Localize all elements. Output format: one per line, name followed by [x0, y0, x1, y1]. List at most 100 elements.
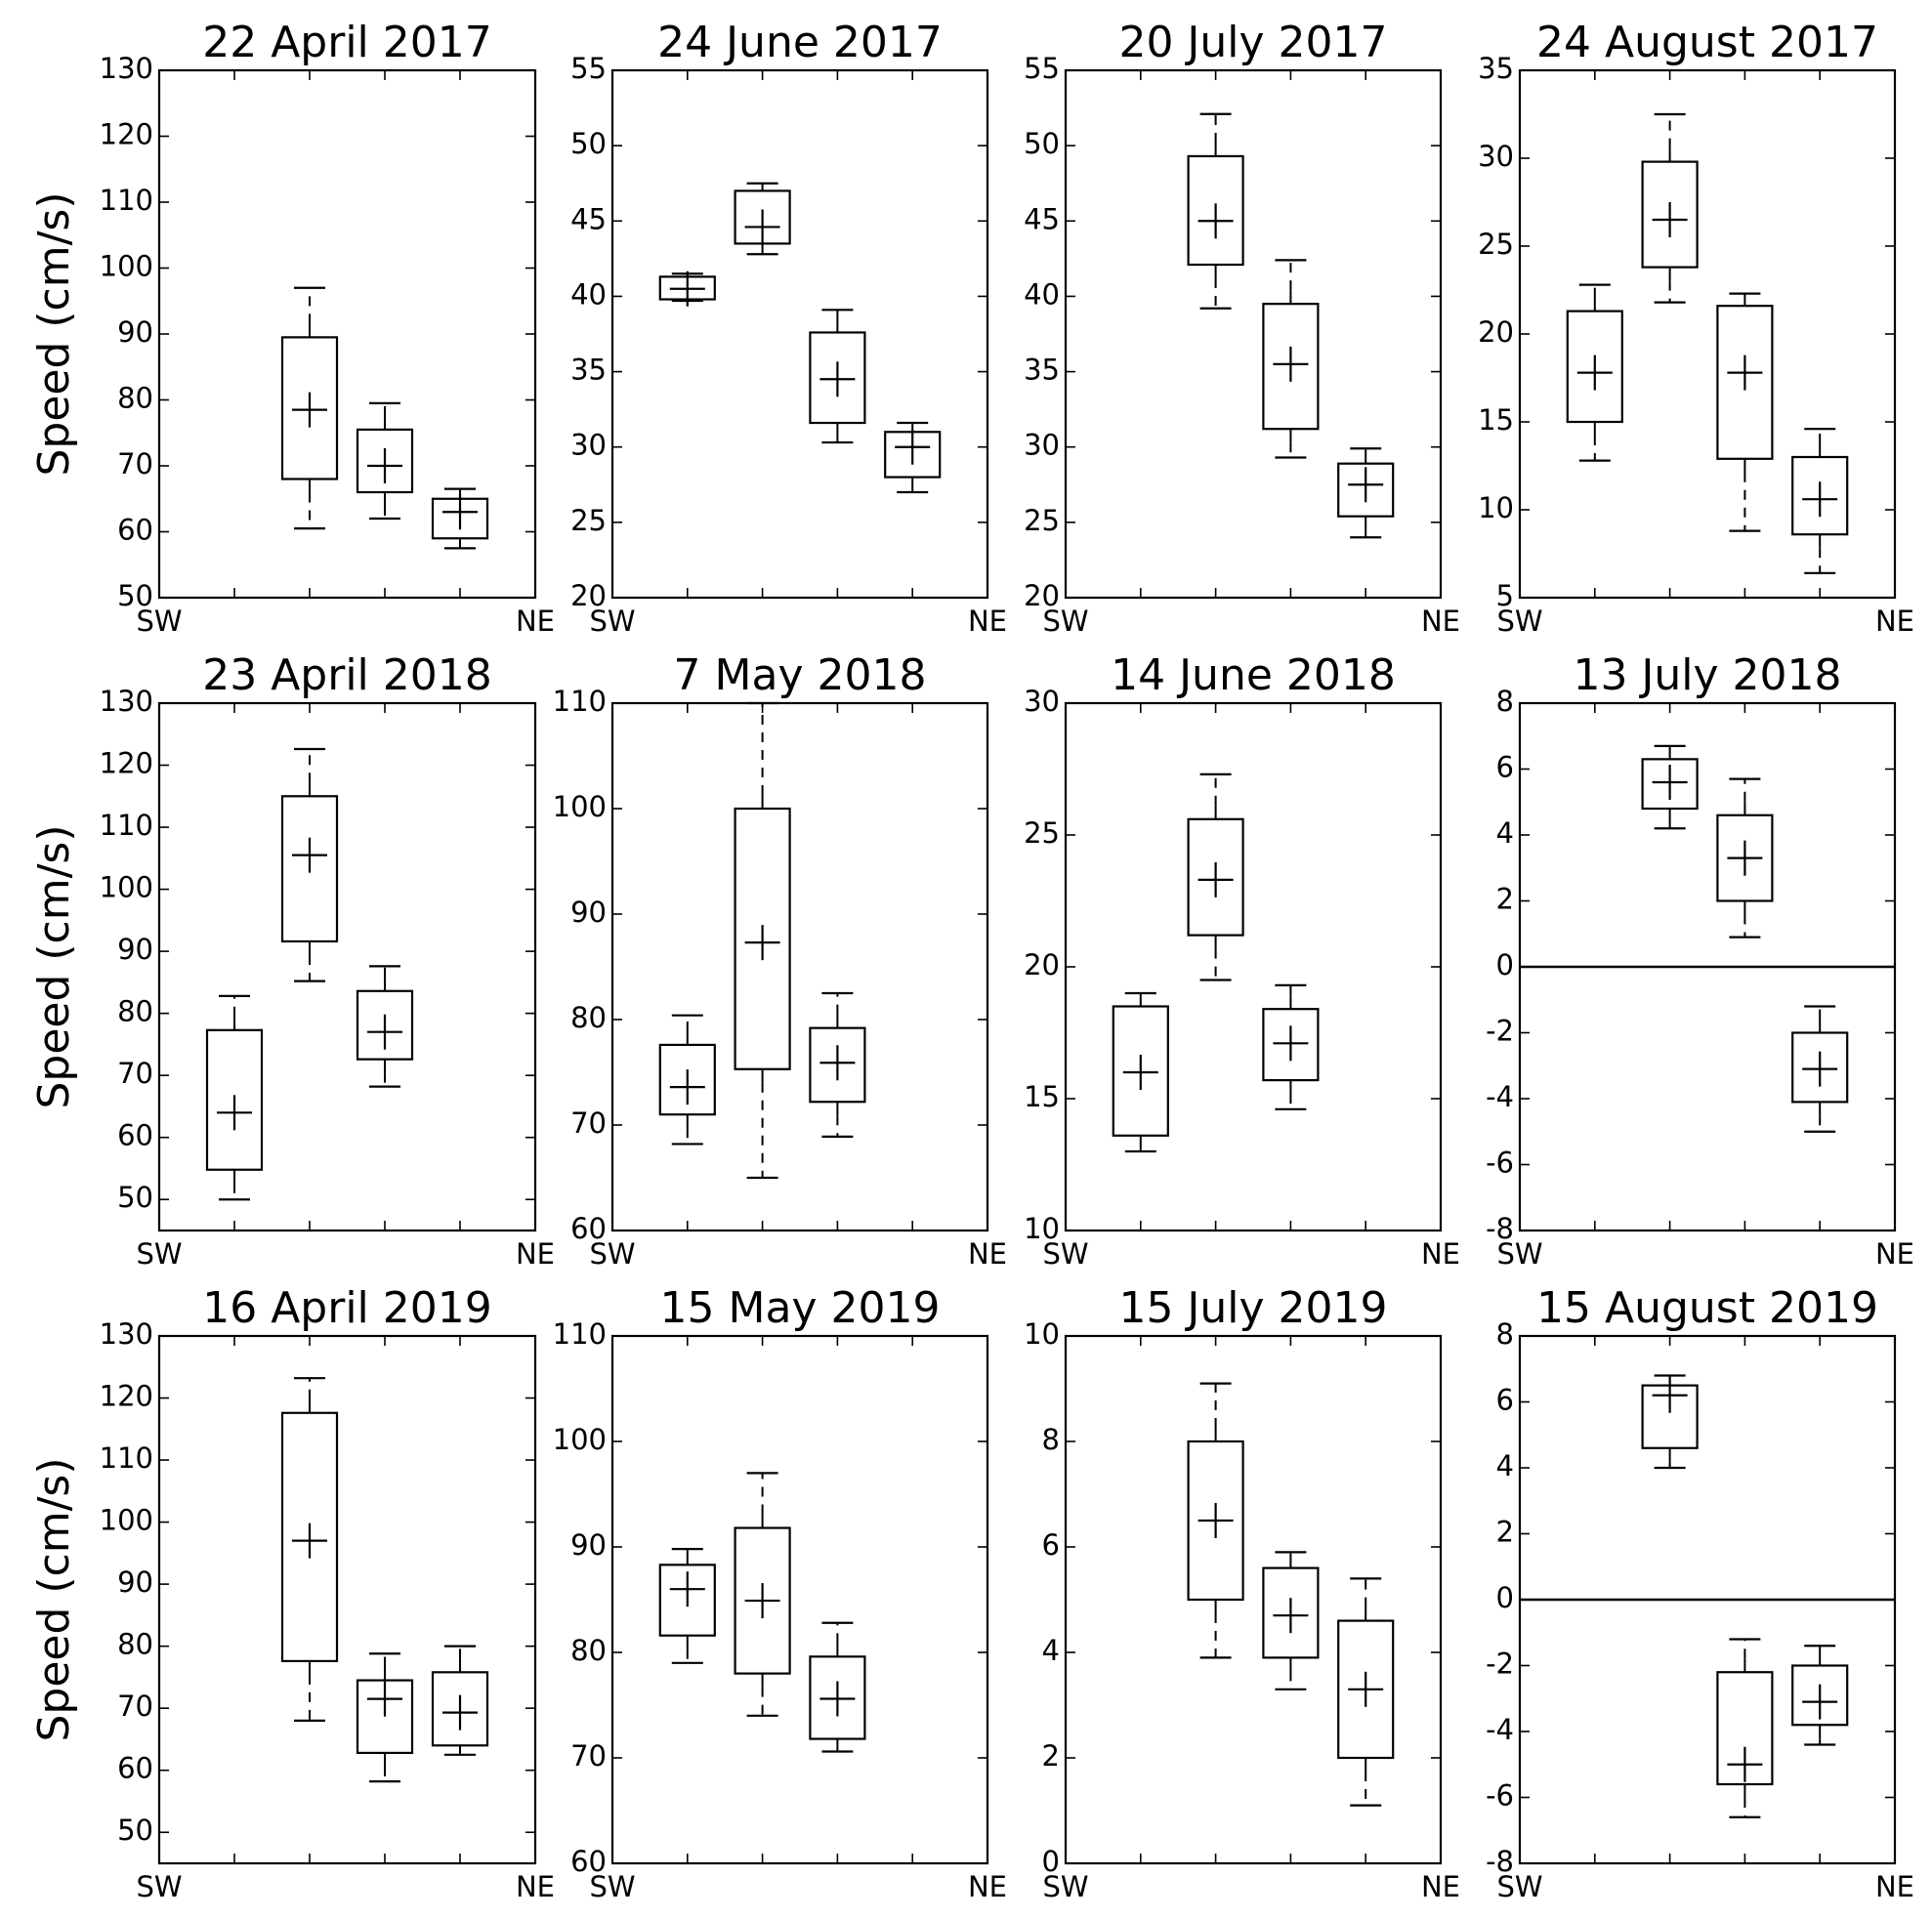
panel-9: 16 April 2019 50 60 70 80 90 100 110 120 130 SW NE	[100, 1283, 555, 1903]
y-tick-label: -4	[1486, 1713, 1514, 1746]
box-2	[280, 747, 339, 982]
y-tick-label: 70	[570, 1739, 607, 1773]
y-tick-label: 70	[117, 1057, 153, 1090]
panel-title: 7 May 2018	[674, 650, 927, 700]
y-tick-label: 50	[117, 1181, 153, 1214]
y-axis-label: Speed (cm/s)	[29, 824, 79, 1108]
y-tick-label: 40	[1024, 277, 1060, 311]
box-4	[884, 421, 942, 494]
box-1	[1566, 283, 1623, 462]
x-end-label-sw: SW	[589, 1237, 635, 1271]
y-tick-label: 110	[553, 685, 607, 718]
y-tick-label: 90	[570, 896, 607, 929]
y-tick-label: 130	[100, 685, 153, 718]
y-tick-label: 55	[570, 52, 607, 85]
box-1	[658, 1548, 716, 1664]
y-tick-label: 10	[1024, 1212, 1060, 1245]
x-end-label-ne: NE	[1875, 605, 1914, 638]
y-tick-label: -2	[1486, 1648, 1514, 1681]
y-tick-label: -8	[1486, 1212, 1514, 1245]
panel-4: 24 August 2017 5 10 15 20 25 30 35 SW NE	[1478, 18, 1914, 638]
y-tick-label: 10	[1024, 1317, 1060, 1351]
y-tick-label: 25	[570, 504, 607, 537]
y-tick-label: 110	[553, 1317, 607, 1351]
box-2	[1641, 744, 1699, 830]
box-4	[1337, 1577, 1395, 1807]
box-1	[205, 994, 264, 1201]
panel-5: 23 April 2018 50 60 70 80 90 100 110 120 130 SW NE	[100, 650, 555, 1271]
panel-title: 23 April 2018	[202, 650, 492, 700]
box-2	[734, 701, 791, 1180]
box-4	[431, 1645, 489, 1756]
x-end-label-sw: SW	[1496, 1870, 1542, 1903]
y-tick-label: 100	[553, 790, 607, 823]
plot-area-frame	[610, 1334, 989, 1865]
y-tick-label: 80	[570, 1634, 607, 1667]
box-3	[1262, 1551, 1320, 1690]
y-tick-label: 70	[570, 1106, 607, 1140]
y-tick-label: 50	[117, 1814, 153, 1847]
y-tick-label: 80	[570, 1001, 607, 1034]
y-tick-label: 30	[1024, 429, 1060, 462]
y-tick-label: 8	[1496, 685, 1514, 718]
panel-11: 15 July 2019 0 2 4 6 8 10 SW NE	[1024, 1283, 1460, 1903]
y-tick-label: 4	[1496, 1449, 1514, 1482]
y-tick-label: -4	[1486, 1080, 1514, 1113]
y-tick-label: 10	[1478, 491, 1514, 524]
y-tick-label: 30	[1478, 140, 1514, 173]
box-3	[809, 1621, 866, 1753]
y-tick-label: 60	[117, 1119, 153, 1152]
y-tick-label: 2	[1042, 1739, 1060, 1773]
iqr-box	[809, 331, 866, 425]
y-tick-label: 20	[1024, 948, 1060, 981]
x-end-label-sw: SW	[1042, 605, 1088, 638]
y-tick-label: 5	[1496, 579, 1514, 612]
y-tick-label: 120	[100, 747, 153, 780]
y-tick-label: 100	[553, 1423, 607, 1456]
y-tick-label: 80	[117, 995, 153, 1028]
y-tick-label: 70	[117, 1690, 153, 1723]
x-end-label-sw: SW	[589, 1870, 635, 1903]
box-1	[658, 1014, 716, 1146]
y-tick-label: 90	[117, 315, 153, 349]
plot-area-frame	[1064, 1334, 1443, 1865]
y-tick-label: 50	[570, 127, 607, 160]
plot-area-frame	[157, 1334, 537, 1865]
box-3	[356, 401, 414, 521]
y-tick-label: 20	[570, 579, 607, 612]
y-tick-label: 120	[100, 1380, 153, 1413]
y-tick-label: 70	[117, 447, 153, 480]
box-4	[1791, 1645, 1849, 1746]
x-end-label-ne: NE	[516, 605, 555, 638]
panel-title: 13 July 2018	[1573, 650, 1841, 700]
panel-title: 20 July 2017	[1118, 18, 1387, 67]
x-end-label-sw: SW	[1496, 605, 1542, 638]
plot-area-frame	[610, 68, 989, 600]
y-tick-label: 60	[117, 514, 153, 547]
x-end-label-ne: NE	[1875, 1237, 1914, 1271]
x-end-label-ne: NE	[968, 605, 1007, 638]
y-tick-label: 0	[1496, 1581, 1514, 1614]
box-2	[1641, 112, 1699, 304]
y-tick-label: -8	[1486, 1845, 1514, 1878]
y-tick-label: 130	[100, 52, 153, 85]
y-tick-label: 60	[117, 1752, 153, 1785]
panel-title: 16 April 2019	[202, 1283, 492, 1333]
panel-title: 15 May 2019	[660, 1283, 941, 1333]
y-tick-label: 60	[570, 1212, 607, 1245]
box-2	[734, 1472, 791, 1717]
box-2	[1641, 1374, 1699, 1470]
box-2	[734, 182, 791, 256]
x-end-label-sw: SW	[136, 605, 182, 638]
plot-area-frame	[1064, 68, 1443, 600]
panel-title: 24 June 2017	[657, 18, 943, 67]
panel-3: 20 July 2017 20 25 30 35 40 45 50 55 SW NE	[1024, 18, 1460, 638]
y-tick-label: -2	[1486, 1015, 1514, 1048]
panel-2: 24 June 2017 20 25 30 35 40 45 50 55 SW NE	[570, 18, 1007, 638]
box-3	[1716, 292, 1774, 532]
y-tick-label: 90	[570, 1528, 607, 1562]
y-tick-label: 25	[1024, 816, 1060, 850]
plot-area-frame	[1064, 701, 1443, 1232]
y-tick-label: 90	[117, 1565, 153, 1599]
box-3	[356, 965, 414, 1088]
